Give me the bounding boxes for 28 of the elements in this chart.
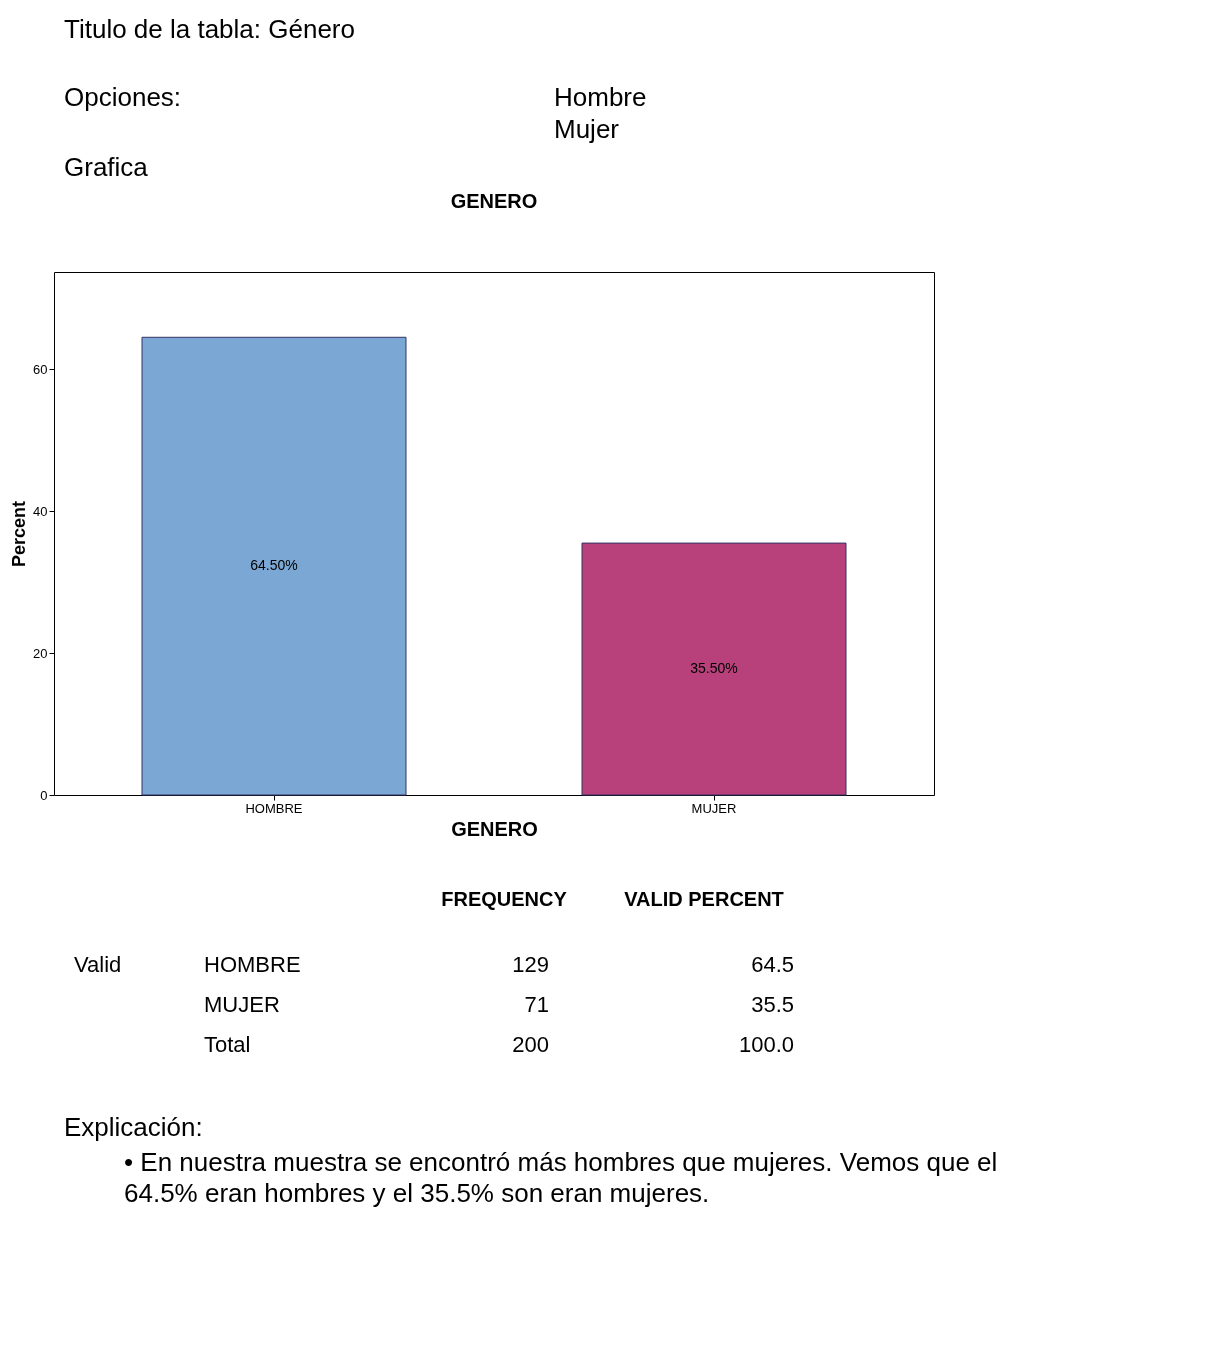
text: 129: [512, 952, 549, 977]
text: FREQUENCY: [441, 888, 568, 910]
text: Grafica: [64, 152, 149, 182]
y-tick-label: 20: [33, 645, 48, 661]
data-label: 35.50%: [690, 660, 738, 677]
text: Valid: [74, 952, 122, 977]
text: Mujer: [554, 114, 620, 144]
y-tick-label: 60: [33, 361, 48, 377]
text: 200: [512, 1032, 549, 1057]
y-tick-label: 0: [40, 787, 48, 803]
text: 64.5: [751, 952, 794, 977]
text: • En nuestra muestra se encontró más hombres que mujeres. Vemos que el 64.5% eran hombres y el 35.5% son eran mujeres.: [124, 1147, 998, 1209]
y-axis-title: Percent: [9, 500, 30, 568]
text: 71: [524, 992, 549, 1017]
text: Hombre: [554, 82, 647, 112]
text: Titulo de la tabla: Género: [64, 14, 355, 44]
text: VALID PERCENT: [624, 888, 784, 910]
text: MUJER: [204, 992, 280, 1017]
y-tick-label: 40: [33, 503, 48, 519]
text: 100.0: [738, 1032, 794, 1057]
chart-title: GENERO: [450, 190, 538, 212]
text: Explicación:: [64, 1112, 203, 1142]
text: HOMBRE: [204, 952, 301, 977]
text: Opciones:: [64, 82, 182, 112]
data-label: 64.50%: [250, 557, 298, 574]
text: 35.5: [751, 992, 794, 1017]
text: Total: [204, 1032, 251, 1057]
x-axis-title: GENERO: [451, 817, 538, 840]
